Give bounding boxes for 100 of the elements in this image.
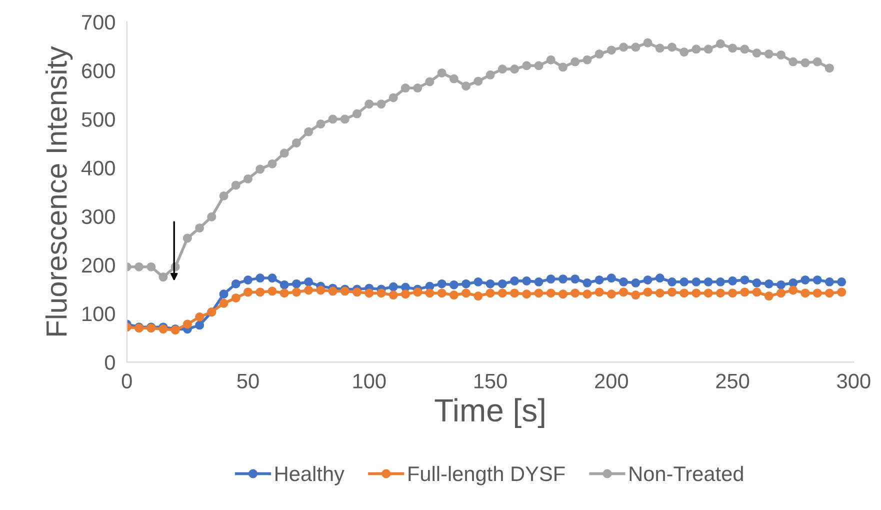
- point: [582, 290, 592, 299]
- point: [728, 276, 738, 286]
- point: [776, 280, 786, 290]
- point: [462, 82, 471, 91]
- point: [728, 288, 738, 298]
- point: [594, 288, 604, 297]
- point: [316, 119, 326, 128]
- point: [280, 280, 289, 290]
- point: [534, 61, 544, 70]
- x-tick-label: 100: [353, 374, 386, 389]
- point: [546, 55, 556, 64]
- x-tick-label: 150: [474, 374, 507, 389]
- point: [534, 277, 544, 286]
- point: [752, 288, 762, 297]
- point: [328, 286, 338, 296]
- point: [619, 288, 628, 297]
- point: [740, 288, 750, 297]
- point: [486, 279, 495, 288]
- point: [280, 288, 289, 298]
- point: [764, 49, 774, 59]
- point: [643, 288, 652, 297]
- point: [837, 288, 846, 297]
- point: [449, 74, 458, 84]
- point: [752, 278, 762, 288]
- point: [280, 148, 289, 158]
- legend-label: Non-Treated: [630, 466, 743, 482]
- point: [292, 279, 301, 288]
- y-tick-label: 0: [104, 355, 115, 370]
- point: [558, 274, 568, 284]
- point: [704, 288, 713, 298]
- y-tick-label: 700: [82, 14, 115, 30]
- point: [486, 70, 495, 80]
- x-tick-label: 50: [237, 374, 259, 389]
- point: [764, 291, 774, 301]
- point: [619, 42, 628, 52]
- point: [364, 100, 374, 109]
- point: [728, 44, 738, 53]
- y-axis-title: Fluorescence Intensity: [45, 46, 73, 336]
- point: [812, 57, 822, 66]
- point: [582, 278, 592, 288]
- point: [800, 288, 810, 298]
- point: [631, 278, 640, 288]
- point: [219, 191, 228, 200]
- y-tick-label: 400: [81, 160, 115, 176]
- point: [631, 42, 640, 52]
- x-tick-label: 250: [716, 374, 750, 389]
- point: [182, 320, 192, 329]
- x-tick-label: 300: [837, 374, 870, 389]
- x-axis-title: Time [s]: [434, 398, 544, 428]
- point: [256, 274, 265, 283]
- y-tick-label: 100: [82, 306, 115, 322]
- point: [619, 277, 628, 286]
- point: [667, 42, 676, 52]
- point: [655, 288, 664, 298]
- point: [704, 277, 713, 286]
- point: [328, 114, 338, 124]
- point: [510, 276, 520, 286]
- point: [231, 180, 240, 190]
- point: [195, 312, 204, 322]
- point: [243, 275, 253, 284]
- point: [667, 277, 676, 286]
- point: [158, 272, 168, 282]
- point: [522, 290, 532, 299]
- point: [352, 109, 362, 118]
- point: [764, 279, 774, 288]
- point: [716, 288, 725, 298]
- y-tick-label: 200: [82, 258, 115, 273]
- point: [256, 164, 265, 174]
- point: [680, 48, 689, 57]
- point: [522, 61, 532, 70]
- point: [812, 275, 822, 284]
- point: [740, 44, 750, 54]
- point: [425, 77, 434, 86]
- point: [692, 44, 701, 54]
- point: [316, 286, 326, 295]
- point: [376, 288, 386, 298]
- point: [425, 288, 434, 298]
- point: [388, 282, 398, 292]
- point: [413, 84, 422, 93]
- point: [243, 288, 253, 297]
- point: [643, 38, 652, 48]
- legend-label: Full-length DYSF: [408, 466, 565, 486]
- point: [655, 44, 664, 53]
- point: [388, 93, 398, 102]
- point: [474, 291, 483, 301]
- point: [498, 288, 507, 298]
- point: [752, 48, 762, 58]
- y-tick-label: 500: [82, 112, 115, 127]
- point: [692, 277, 701, 286]
- point: [268, 159, 277, 168]
- point: [655, 274, 664, 283]
- point: [837, 277, 846, 286]
- point: [740, 275, 750, 284]
- point: [510, 64, 520, 74]
- point: [292, 288, 301, 297]
- point: [594, 49, 604, 59]
- point: [195, 223, 204, 232]
- point: [788, 57, 798, 66]
- point: [558, 290, 568, 299]
- point: [437, 279, 446, 288]
